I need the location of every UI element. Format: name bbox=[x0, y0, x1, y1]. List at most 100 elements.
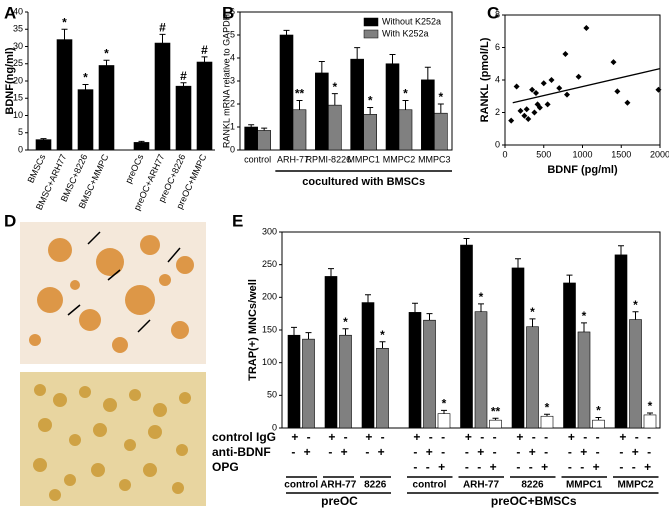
treatment-signs: + - bbox=[328, 430, 350, 444]
y-tick-label: 0 bbox=[272, 422, 277, 432]
error-bar bbox=[248, 124, 255, 127]
y-tick-label: 4 bbox=[230, 52, 235, 62]
x-tick-label: 2000 bbox=[650, 149, 669, 159]
x-tick-label: 1000 bbox=[572, 149, 592, 159]
bar bbox=[324, 276, 338, 429]
error-bar bbox=[331, 93, 338, 106]
significance-mark: * bbox=[104, 46, 109, 60]
x-axis-label: BDNF (pg/ml) bbox=[547, 164, 618, 176]
significance-mark: * bbox=[403, 87, 408, 101]
bar bbox=[287, 334, 301, 429]
treatment-signs: - + - bbox=[568, 445, 602, 459]
y-axis-label: TRAP(+) MNCs/well bbox=[247, 279, 259, 381]
significance-mark: * bbox=[479, 290, 484, 304]
point bbox=[523, 106, 530, 113]
legend-swatch bbox=[363, 17, 379, 27]
error-bar bbox=[632, 311, 639, 320]
x-tick-label: 8226 bbox=[364, 480, 387, 491]
y-tick-label: 4 bbox=[495, 74, 500, 84]
error-bar bbox=[367, 106, 374, 115]
bar bbox=[361, 302, 375, 429]
point bbox=[655, 86, 662, 93]
x-tick-label: control bbox=[244, 154, 271, 164]
x-tick-label: ARH-77 bbox=[320, 480, 357, 491]
significance-mark: * bbox=[596, 404, 601, 418]
error-bar bbox=[426, 313, 433, 321]
y-tick-label: 200 bbox=[262, 292, 277, 302]
error-bar bbox=[492, 417, 499, 421]
panel-label: E bbox=[232, 211, 243, 230]
error-bar bbox=[389, 54, 396, 64]
cells bbox=[33, 384, 191, 501]
x-tick-label: preOCs bbox=[123, 152, 145, 185]
significance-mark: * bbox=[368, 94, 373, 108]
legend-label: Without K252a bbox=[382, 16, 441, 26]
significance-mark: * bbox=[633, 298, 638, 312]
y-tick-label: 150 bbox=[262, 324, 277, 334]
x-tick-label: MMPC2 bbox=[383, 154, 416, 164]
bar bbox=[376, 347, 389, 429]
x-tick-label: BMSCs bbox=[26, 152, 48, 184]
treatment-signs: - - + bbox=[619, 460, 653, 474]
error-bar bbox=[261, 127, 268, 131]
bar bbox=[489, 419, 502, 429]
bar bbox=[511, 267, 525, 429]
bar bbox=[643, 414, 657, 429]
y-tick-label: 5 bbox=[230, 29, 235, 39]
y-tick-label: 8 bbox=[495, 9, 500, 19]
error-bar bbox=[159, 33, 166, 44]
significance-mark: ** bbox=[295, 87, 305, 101]
y-tick-label: 30 bbox=[13, 41, 23, 51]
y-tick-label: 6 bbox=[230, 6, 235, 16]
bar bbox=[98, 65, 115, 151]
bar bbox=[629, 319, 642, 429]
error-bar bbox=[566, 274, 573, 283]
bar bbox=[77, 89, 94, 151]
error-bar bbox=[354, 47, 361, 60]
bar bbox=[279, 34, 294, 151]
point bbox=[525, 116, 532, 122]
y-tick-label: 40 bbox=[13, 6, 23, 16]
point bbox=[531, 109, 538, 116]
x-tick-label: control bbox=[413, 480, 447, 491]
treatment-signs: + - bbox=[291, 430, 313, 444]
point bbox=[517, 107, 524, 114]
arrows bbox=[67, 231, 181, 333]
y-tick-label: 15 bbox=[13, 93, 23, 103]
error-bar bbox=[283, 29, 290, 35]
y-tick-label: 6 bbox=[495, 42, 500, 52]
x-tick-label: ARH-77 bbox=[463, 480, 500, 491]
point bbox=[583, 25, 590, 31]
panel-label: B bbox=[222, 3, 234, 22]
error-bar bbox=[82, 83, 89, 90]
significance-mark: * bbox=[442, 397, 447, 411]
point bbox=[513, 83, 520, 90]
y-tick-label: 20 bbox=[13, 75, 23, 85]
panel-label: C bbox=[487, 3, 499, 22]
bar bbox=[257, 130, 271, 151]
treatment-signs: - + bbox=[291, 445, 313, 459]
bar bbox=[577, 331, 591, 429]
treatment-signs: + - - bbox=[619, 430, 653, 444]
treatment-signs: + - - bbox=[465, 430, 499, 444]
x-tick-label: MMPC2 bbox=[617, 480, 654, 491]
x-tick-label: RPMI-8226 bbox=[306, 154, 352, 164]
x-tick-label: MMPC1 bbox=[347, 154, 380, 164]
bar bbox=[363, 114, 377, 151]
y-axis-label: BDNF(ng/ml) bbox=[4, 47, 16, 115]
significance-mark: * bbox=[648, 399, 653, 413]
panel-label: A bbox=[4, 3, 16, 22]
bar bbox=[398, 109, 413, 151]
bar bbox=[563, 282, 576, 429]
significance-mark: * bbox=[62, 15, 67, 29]
bar bbox=[460, 244, 473, 429]
error-bar bbox=[424, 66, 431, 80]
point bbox=[548, 77, 555, 83]
bar bbox=[133, 142, 150, 151]
bar bbox=[434, 112, 448, 151]
error-bar bbox=[291, 326, 297, 336]
error-bar bbox=[647, 412, 653, 415]
bar bbox=[421, 79, 435, 151]
point bbox=[529, 86, 536, 93]
